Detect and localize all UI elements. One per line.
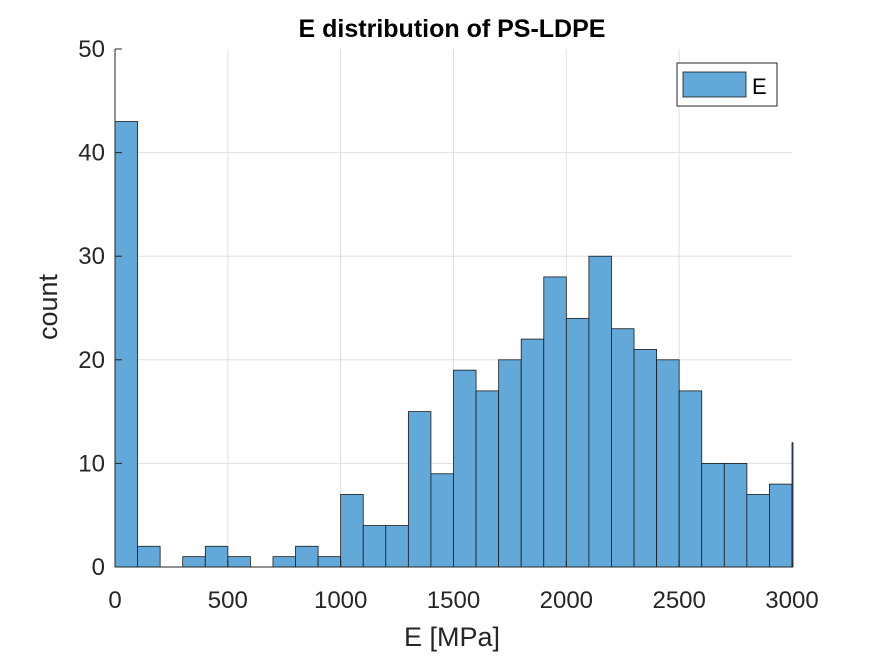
bar-2700 bbox=[723, 462, 748, 568]
bars bbox=[114, 121, 794, 568]
y-tick-labels: 0 10 20 30 40 50 bbox=[78, 36, 105, 581]
bar-2600 bbox=[701, 462, 725, 568]
bar-1900 bbox=[543, 276, 567, 568]
y-tick-label-1: 10 bbox=[78, 450, 105, 477]
bar-2500 bbox=[678, 390, 703, 568]
y-tick-label-2: 20 bbox=[78, 347, 105, 374]
x-axis-label: E [MPa] bbox=[404, 622, 500, 652]
bar-1800 bbox=[520, 338, 545, 568]
bar-2000 bbox=[565, 317, 590, 568]
x-tick-label-5: 2500 bbox=[652, 587, 705, 614]
bar-1500 bbox=[453, 369, 477, 568]
x-tick-label-2: 1000 bbox=[314, 587, 367, 614]
bar-2300 bbox=[633, 349, 657, 568]
legend: E bbox=[676, 62, 778, 107]
y-tick-label-5: 50 bbox=[78, 36, 105, 63]
bar-100 bbox=[137, 545, 161, 568]
bar-2900 bbox=[769, 483, 793, 568]
chart-title: E distribution of PS-LDPE bbox=[299, 15, 606, 43]
x-tick-labels: 0 500 1000 1500 2000 2500 3000 bbox=[108, 587, 818, 614]
y-tick-label-3: 30 bbox=[78, 243, 105, 270]
x-tick-label-0: 0 bbox=[108, 587, 121, 614]
bar-1300 bbox=[407, 411, 432, 568]
bar-1200 bbox=[385, 525, 409, 568]
bar-1400 bbox=[430, 473, 454, 568]
x-tick-label-4: 2000 bbox=[540, 587, 593, 614]
bar-700 bbox=[272, 556, 296, 568]
y-tick-label-0: 0 bbox=[92, 554, 105, 581]
bar-800 bbox=[295, 545, 319, 568]
bar-1700 bbox=[498, 359, 522, 568]
x-tick-label-1: 500 bbox=[208, 587, 248, 614]
bar-2100 bbox=[588, 255, 612, 568]
x-tick-label-3: 1500 bbox=[427, 587, 480, 614]
bar-400 bbox=[204, 545, 229, 568]
legend-swatch-e bbox=[682, 71, 747, 98]
legend-label-e: E bbox=[752, 74, 767, 99]
bar-1100 bbox=[362, 525, 387, 568]
y-tick-label-4: 40 bbox=[78, 140, 105, 167]
bar-3000 bbox=[791, 442, 794, 568]
bar-0 bbox=[114, 121, 138, 568]
y-axis-label: count bbox=[33, 273, 63, 340]
bar-1600 bbox=[475, 390, 500, 568]
bar-2200 bbox=[611, 328, 635, 568]
bar-900 bbox=[317, 556, 342, 568]
bar-300 bbox=[182, 556, 206, 568]
axes bbox=[114, 48, 793, 568]
bar-2400 bbox=[656, 359, 680, 568]
x-tick-label-6: 3000 bbox=[765, 587, 818, 614]
bar-2800 bbox=[746, 494, 770, 568]
bar-500 bbox=[227, 556, 251, 568]
bar-1000 bbox=[340, 494, 364, 568]
